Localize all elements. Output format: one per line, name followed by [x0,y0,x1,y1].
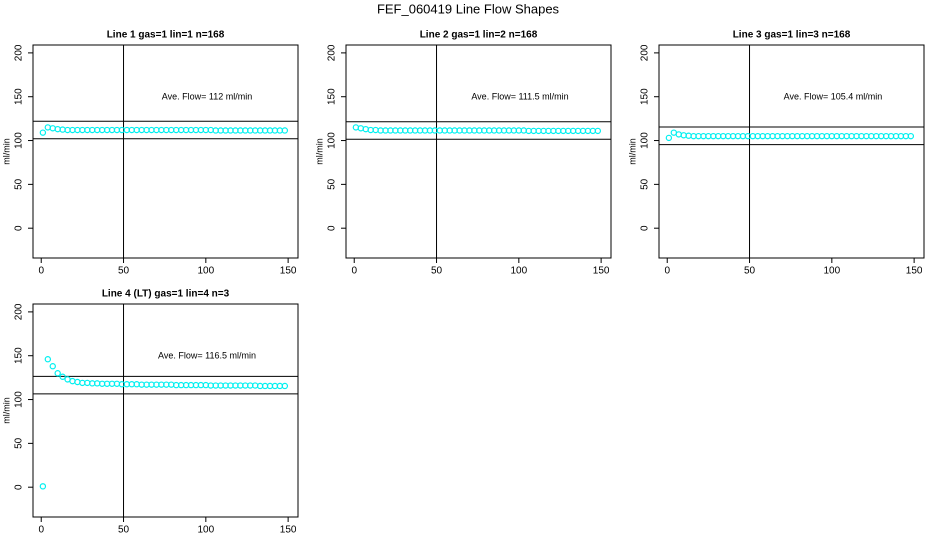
y-axis-label: ml/min [627,138,637,165]
x-tick-label: 150 [280,525,297,536]
x-tick-label: 150 [593,266,610,277]
annotation: Ave. Flow= 105.4 ml/min [784,91,883,101]
x-tick-label: 50 [118,525,130,536]
annotation: Ave. Flow= 116.5 ml/min [158,350,256,360]
x-tick-label: 0 [38,266,44,277]
plot-frame [345,44,612,259]
y-tick-label: 150 [14,88,25,105]
point [44,356,52,363]
y-tick-label: 150 [327,88,338,105]
y-axis-label: ml/min [314,138,324,165]
x-tick-label: 50 [744,266,756,277]
point [281,127,289,134]
point [665,134,673,142]
annotation: Ave. Flow= 111.5 ml/min [471,91,568,101]
point [907,132,915,140]
point [49,363,56,370]
y-tick-label: 50 [14,178,25,190]
plot-frame [658,44,925,259]
annotation: Ave. Flow= 112 ml/min [162,91,252,101]
x-tick-label: 150 [906,266,923,277]
y-tick-label: 50 [14,437,25,449]
plot-frame [32,303,299,518]
panel-title: Line 4 (LT) gas=1 lin=4 n=3 [102,289,230,300]
y-tick-label: 200 [327,44,338,61]
y-tick-label: 0 [14,484,25,490]
x-tick-label: 50 [431,266,443,277]
y-tick-label: 0 [327,225,338,231]
y-tick-label: 150 [640,88,651,105]
point [594,127,602,135]
y-tick-label: 100 [327,132,338,149]
y-axis-label: ml/min [1,397,11,424]
x-tick-label: 0 [38,525,44,536]
y-tick-label: 100 [640,132,651,149]
x-tick-label: 100 [510,266,527,277]
y-tick-label: 0 [640,225,651,231]
x-tick-label: 0 [664,266,670,277]
y-tick-label: 50 [327,178,338,190]
point [59,373,66,380]
point [54,370,61,377]
panel-title: Line 2 gas=1 lin=2 n=168 [420,30,538,41]
y-tick-label: 100 [14,132,25,149]
plot-frame [32,44,299,259]
point [281,382,289,390]
y-tick-label: 200 [640,44,651,61]
y-tick-label: 0 [14,225,25,231]
x-tick-label: 100 [197,525,214,536]
panel-title: Line 1 gas=1 lin=1 n=168 [107,30,225,41]
x-tick-label: 100 [197,266,214,277]
y-tick-label: 200 [14,303,25,320]
y-tick-label: 50 [640,178,651,190]
x-tick-label: 150 [280,266,297,277]
point [39,483,47,490]
y-tick-label: 100 [14,391,25,408]
y-axis-label: ml/min [1,138,11,165]
y-tick-label: 150 [14,347,25,364]
x-tick-label: 0 [351,266,357,277]
panel-title: Line 3 gas=1 lin=3 n=168 [733,30,851,41]
figure-title: FEF_060419 Line Flow Shapes [377,1,560,16]
x-tick-label: 100 [823,266,840,277]
x-tick-label: 50 [118,266,130,277]
y-tick-label: 200 [14,44,25,61]
point [39,129,47,136]
